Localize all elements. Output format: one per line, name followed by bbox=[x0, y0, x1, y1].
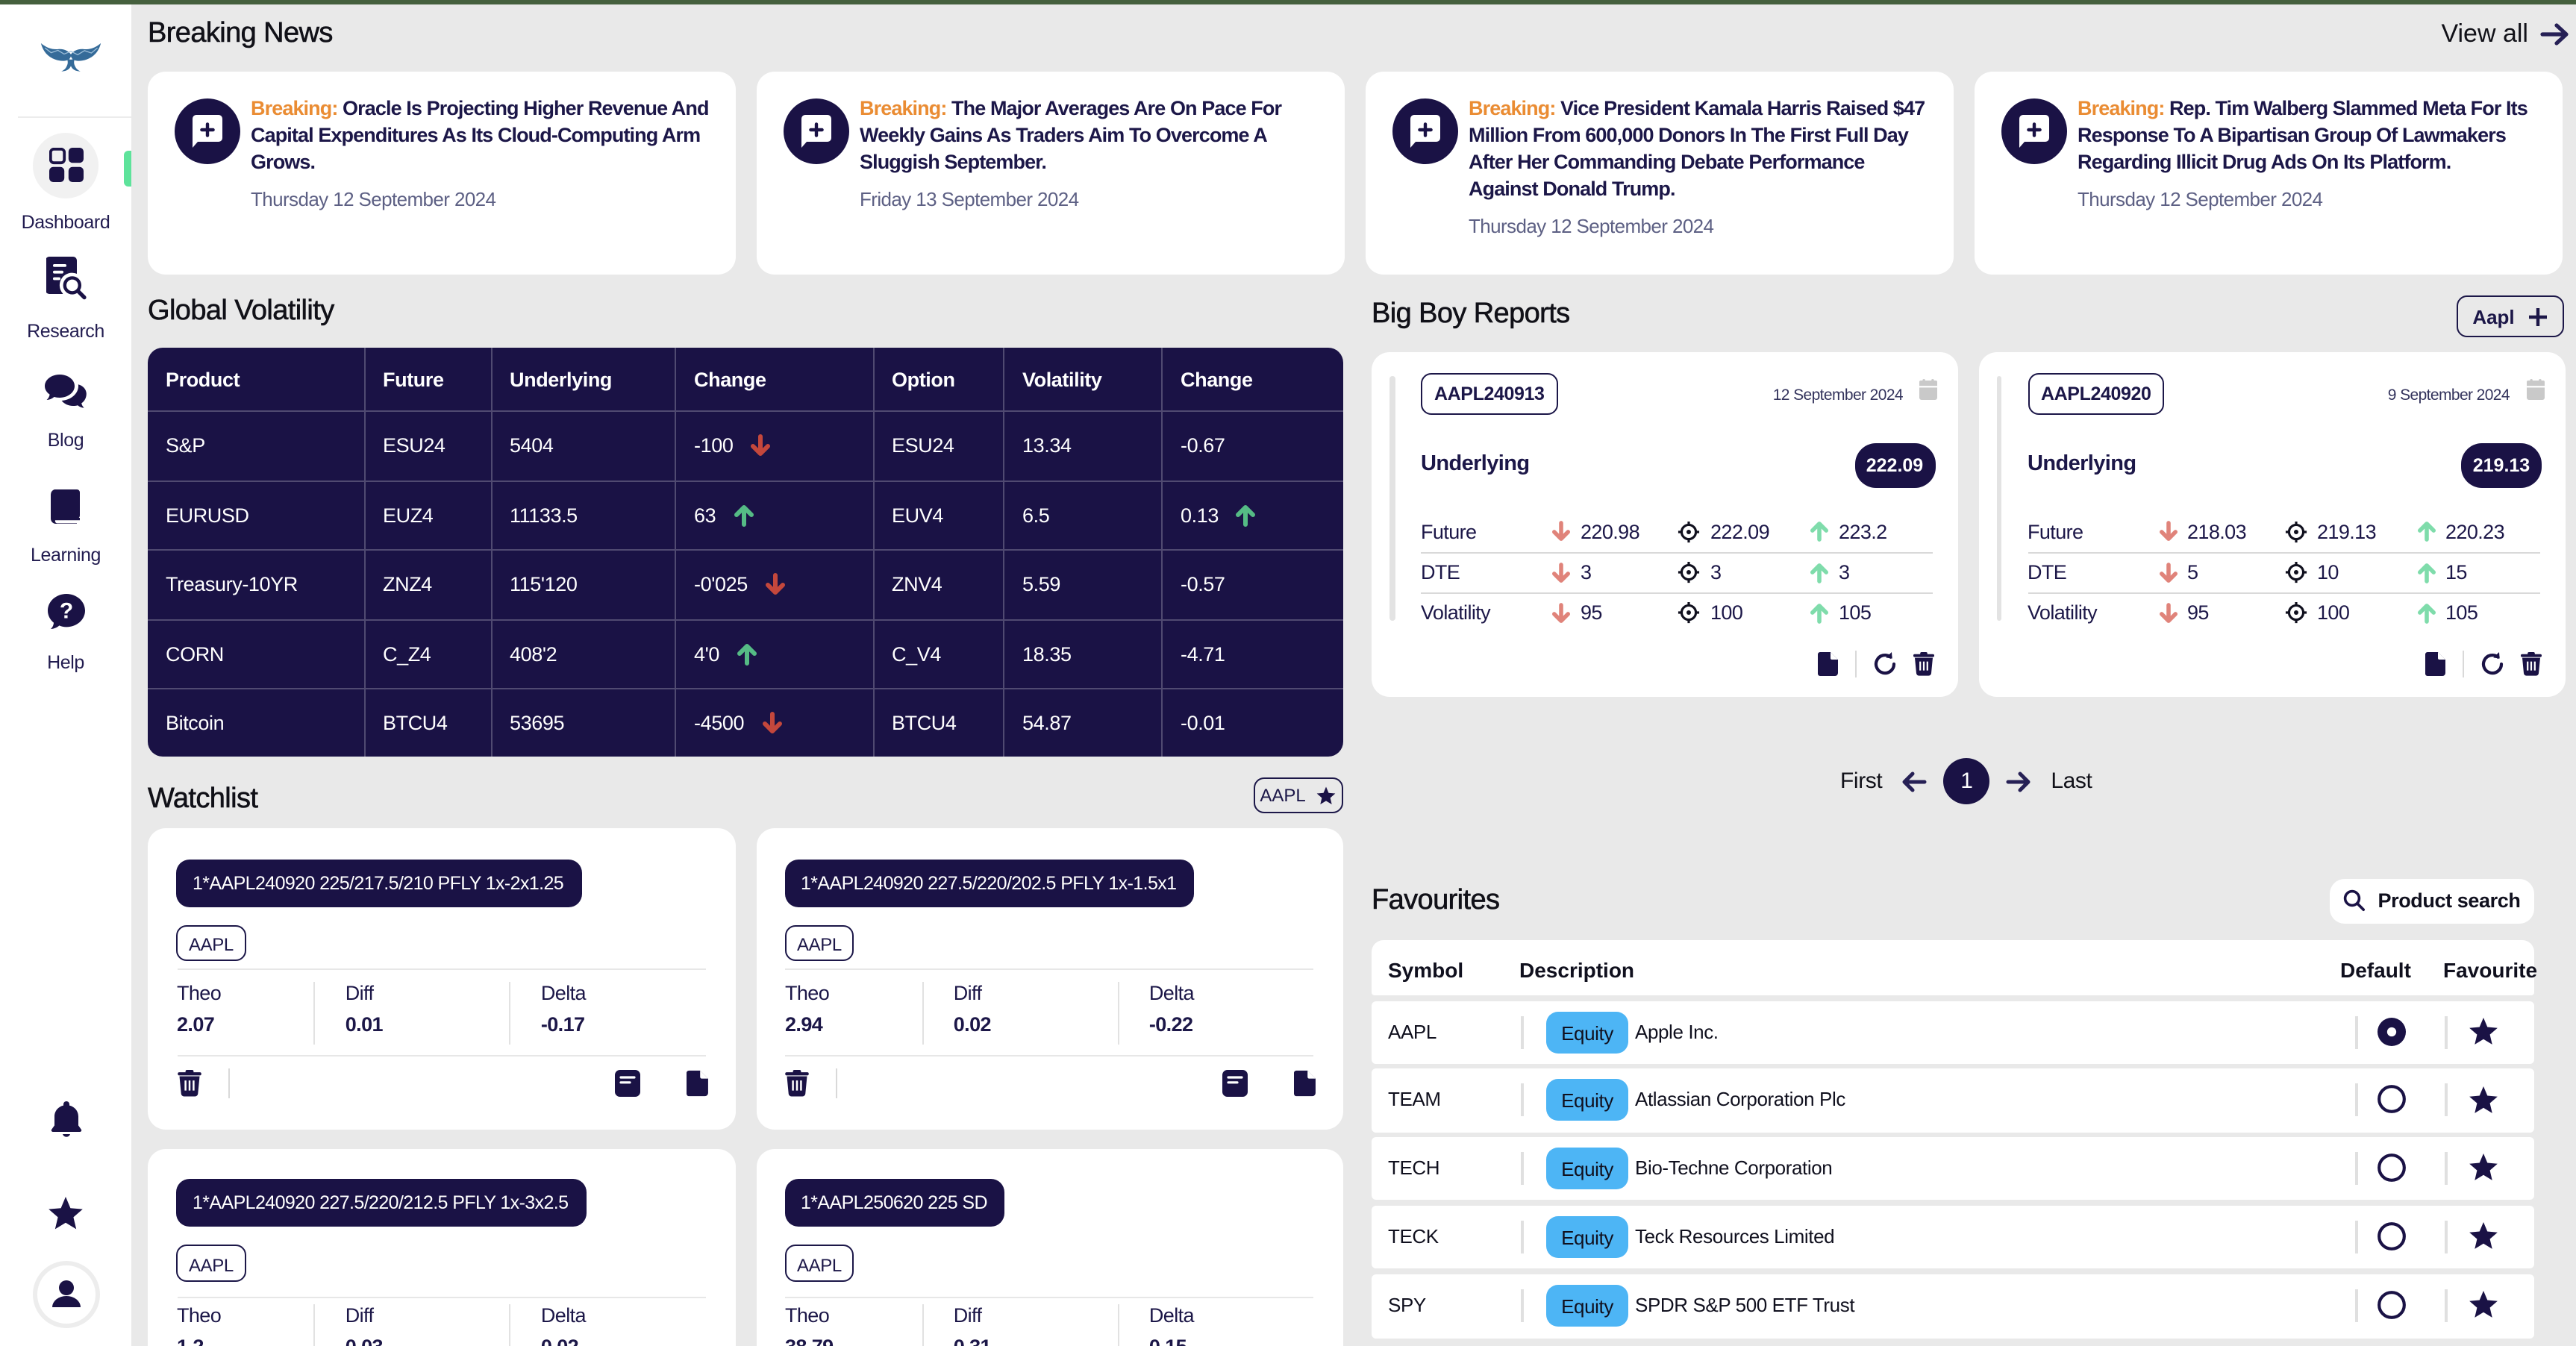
svg-text:?: ? bbox=[59, 598, 72, 622]
